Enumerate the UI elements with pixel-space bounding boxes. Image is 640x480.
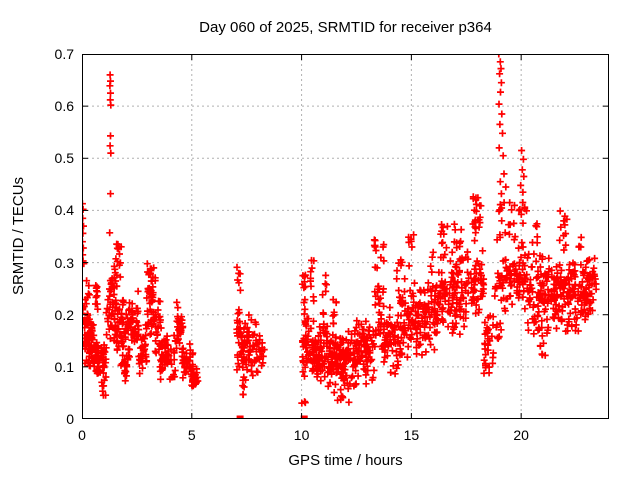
scatter-canvas [81, 53, 609, 423]
x-tick-label: 20 [513, 427, 529, 443]
y-tick-label: 0.7 [54, 46, 74, 62]
y-tick-label: 0.1 [54, 358, 74, 375]
plot-area [81, 53, 609, 423]
x-tick-label: 5 [187, 427, 196, 443]
y-tick-label: 0.2 [54, 306, 74, 323]
x-tick-label: 10 [293, 427, 310, 443]
y-tick-label: 0.3 [54, 254, 74, 271]
x-tick-label: 0 [78, 427, 86, 443]
y-tick-label: 0.5 [54, 150, 74, 167]
y-tick-label: 0 [66, 411, 74, 427]
y-tick-label: 0.6 [54, 98, 74, 115]
y-axis-label: SRMTID / TECUs [10, 176, 27, 296]
x-tick-label: 15 [403, 427, 420, 443]
chart-title: Day 060 of 2025, SRMTID for receiver p36… [199, 19, 492, 36]
x-axis-label: GPS time / hours [288, 452, 403, 469]
y-tick-label: 0.4 [54, 202, 74, 219]
